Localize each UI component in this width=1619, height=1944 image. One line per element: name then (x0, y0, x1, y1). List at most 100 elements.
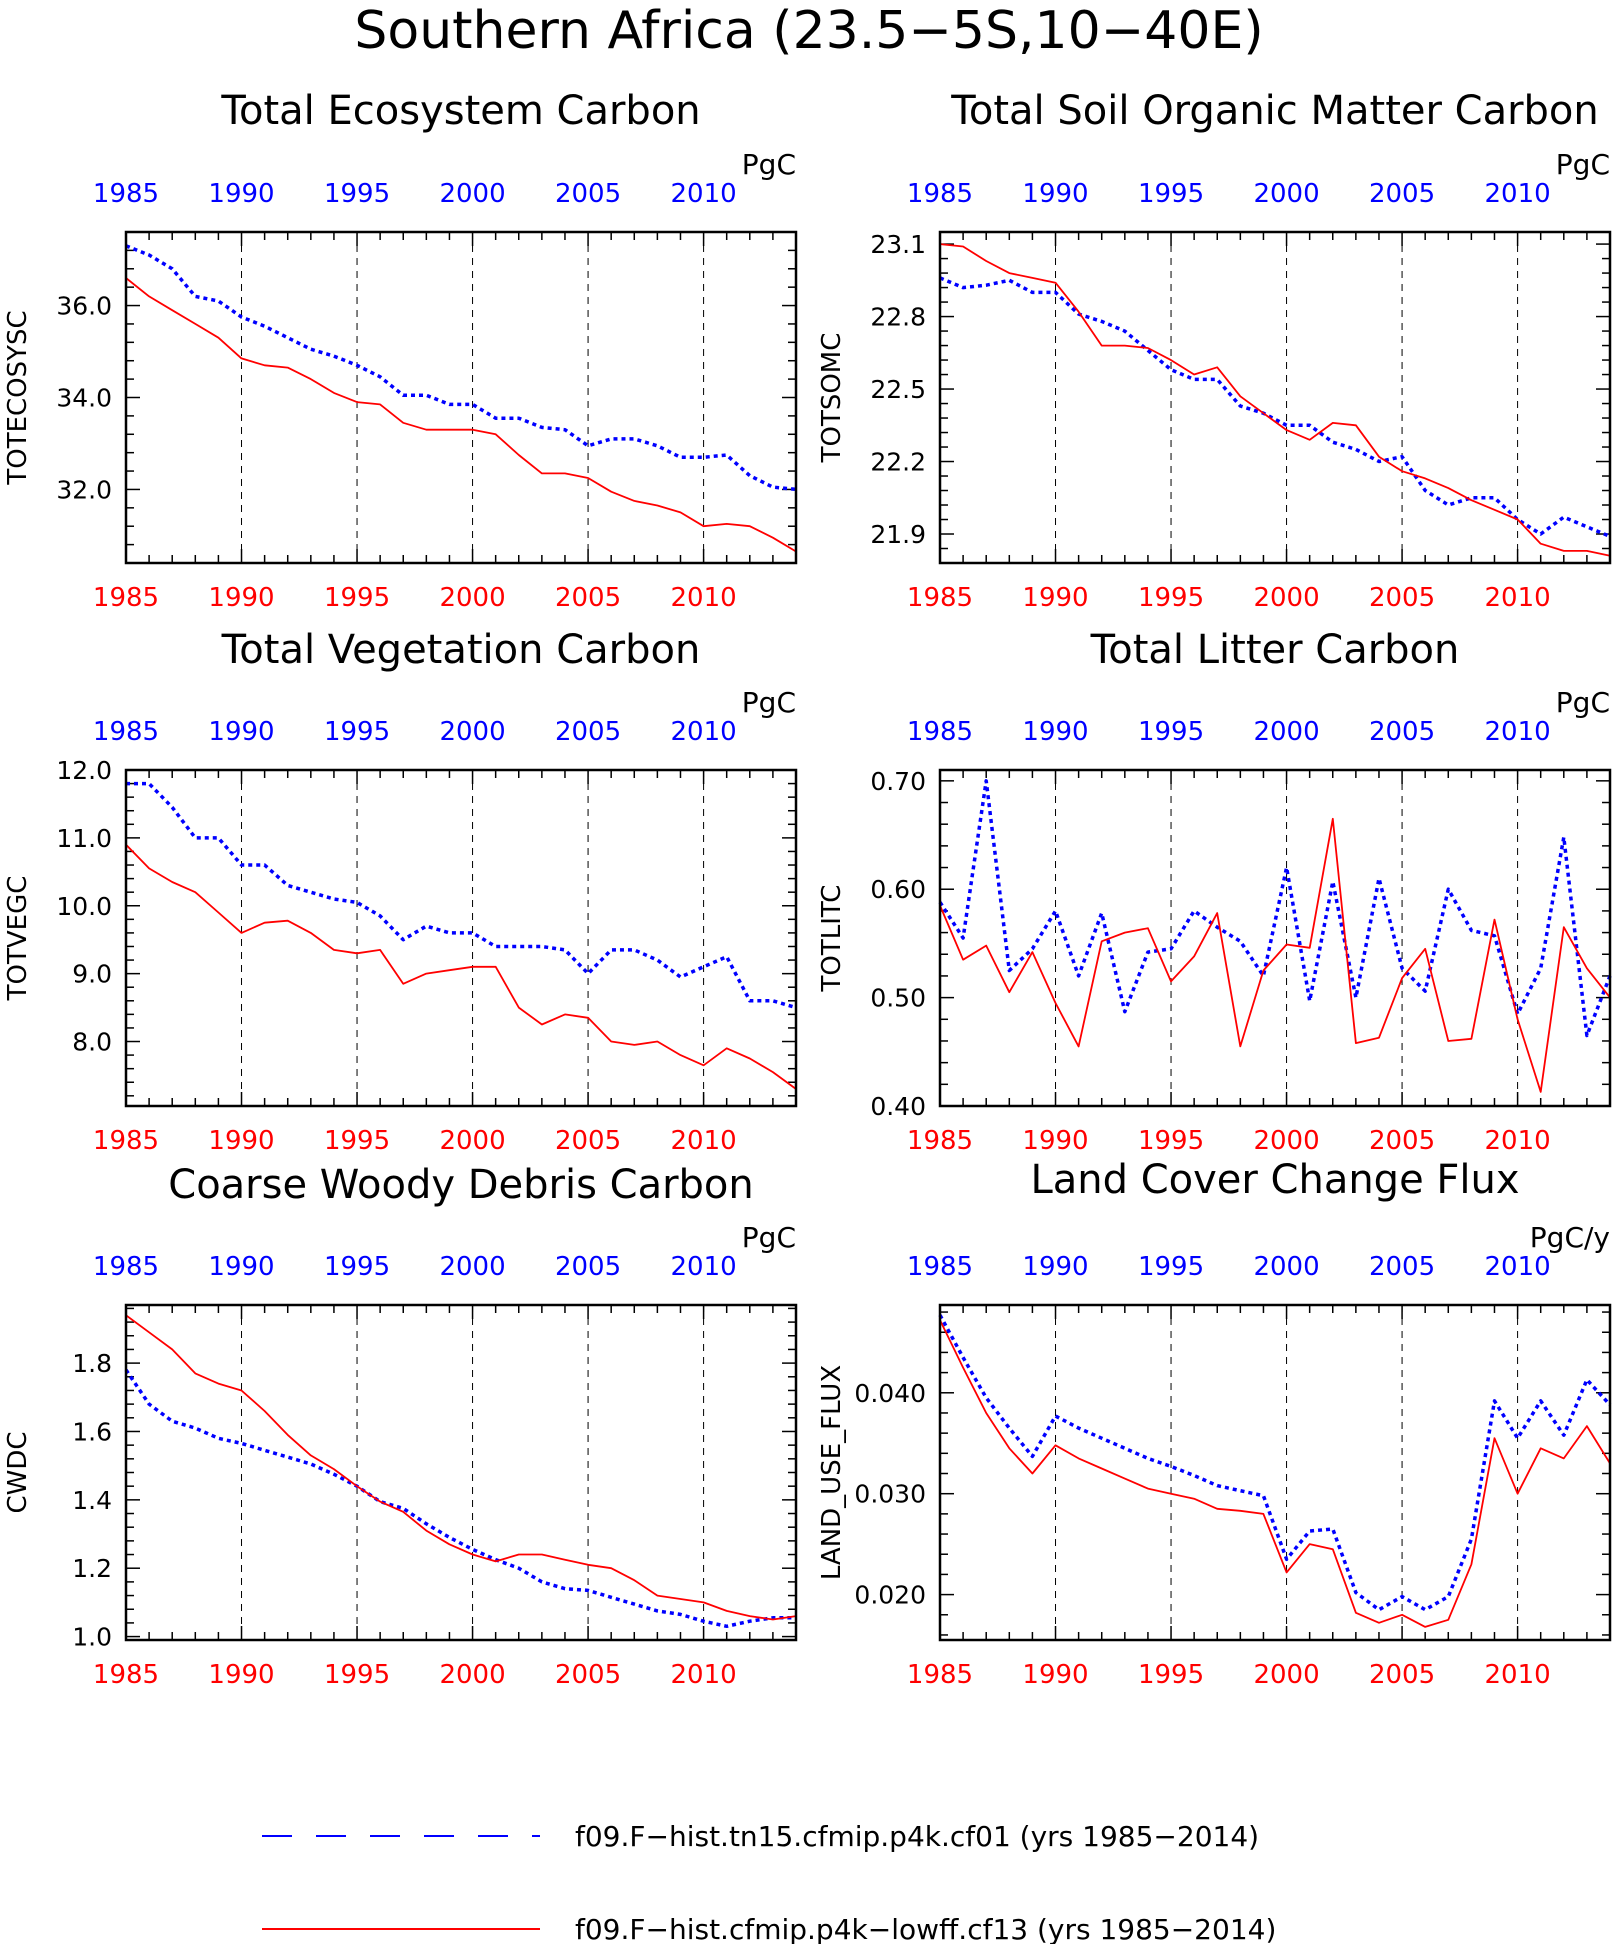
chart-title: Total Ecosystem Carbon (220, 88, 700, 134)
x-tick-label-top: 1995 (324, 179, 390, 209)
x-tick-label-bottom: 1990 (208, 1126, 274, 1156)
series-line-red (939, 817, 1611, 1093)
y-tick-label: 1.2 (72, 1554, 112, 1583)
x-tick-label-top: 2000 (439, 1252, 505, 1282)
figure-title: Southern Africa (23.5−5S,10−40E) (354, 1, 1263, 61)
series-line-red (125, 277, 797, 553)
x-tick-label-bottom: 2000 (439, 1126, 505, 1156)
x-tick-label-bottom: 2000 (439, 583, 505, 613)
plot-frame (124, 768, 798, 1108)
x-tick-label-top: 1995 (324, 1252, 390, 1282)
x-tick-label-top: 1990 (208, 1252, 274, 1282)
series-line-blue (939, 276, 1611, 539)
x-tick-label-top: 2010 (671, 1252, 737, 1282)
x-tick-label-top: 2010 (671, 179, 737, 209)
plot-frame (124, 1303, 798, 1642)
x-tick-label-top: 1990 (208, 179, 274, 209)
x-tick-label-bottom: 2010 (1485, 1660, 1551, 1690)
chart-title: Total Vegetation Carbon (221, 627, 701, 673)
x-tick-label-top: 2010 (1485, 179, 1551, 209)
plot-frame (938, 768, 1612, 1108)
x-tick-label-bottom: 2010 (1485, 1126, 1551, 1156)
x-tick-label-bottom: 1995 (324, 583, 390, 613)
x-tick-label-top: 2000 (439, 717, 505, 747)
series-line-blue (938, 1314, 1612, 1612)
y-tick-label: 1.4 (72, 1486, 112, 1515)
series-line-red (125, 844, 797, 1090)
x-tick-label-bottom: 1995 (1138, 1660, 1204, 1690)
units-label: PgC (742, 686, 796, 719)
x-tick-label-top: 1995 (1138, 717, 1204, 747)
series-line-blue (125, 244, 797, 492)
x-tick-label-top: 1990 (1022, 1252, 1088, 1282)
y-tick-label: 21.9 (870, 520, 926, 549)
x-tick-label-bottom: 1990 (208, 583, 274, 613)
x-tick-label-bottom: 2005 (555, 583, 621, 613)
x-tick-label-bottom: 2005 (555, 1660, 621, 1690)
y-axis-label: TOTVEGC (3, 876, 33, 1002)
x-tick-label-bottom: 1995 (1138, 1126, 1204, 1156)
x-tick-label-bottom: 2005 (1369, 583, 1435, 613)
x-tick-label-bottom: 1990 (1022, 583, 1088, 613)
y-tick-label: 9.0 (72, 960, 112, 989)
x-tick-label-top: 1990 (1022, 179, 1088, 209)
y-tick-label: 0.70 (870, 767, 926, 796)
x-tick-label-bottom: 1995 (1138, 583, 1204, 613)
y-tick-label: 0.030 (854, 1480, 926, 1509)
x-tick-label-top: 1985 (907, 1252, 973, 1282)
x-tick-label-bottom: 1995 (324, 1126, 390, 1156)
y-tick-label: 0.50 (870, 984, 926, 1013)
y-tick-label: 11.0 (56, 824, 112, 853)
x-tick-label-top: 2010 (1485, 1252, 1551, 1282)
series-line-red (939, 243, 1611, 557)
series-line-red (939, 1319, 1611, 1628)
y-tick-label: 10.0 (56, 892, 112, 921)
series-line-blue (126, 781, 797, 1010)
y-tick-label: 22.2 (870, 448, 926, 477)
legend: f09.F−hist.tn15.cfmip.p4k.cf01 (yrs 1985… (262, 1820, 1276, 1944)
x-tick-label-top: 2005 (1369, 717, 1435, 747)
y-tick-label: 12.0 (56, 756, 112, 785)
series-line-blue (124, 1368, 796, 1629)
y-axis-label: TOTSOMC (817, 333, 847, 464)
y-tick-label: 8.0 (72, 1028, 112, 1057)
x-tick-label-top: 2000 (1253, 717, 1319, 747)
y-tick-label: 0.040 (854, 1379, 926, 1408)
chart-title: Total Soil Organic Matter Carbon (950, 88, 1599, 134)
chart-title: Land Cover Change Flux (1030, 1157, 1519, 1203)
x-tick-label-top: 2005 (555, 1252, 621, 1282)
legend-label-red: f09.F−hist.cfmip.p4k−lowff.cf13 (yrs 198… (575, 1913, 1276, 1944)
y-axis-label: CWDC (3, 1431, 33, 1513)
x-tick-label-bottom: 2010 (1485, 583, 1551, 613)
x-tick-label-bottom: 2005 (1369, 1660, 1435, 1690)
x-tick-label-top: 1985 (93, 1252, 159, 1282)
y-tick-label: 0.020 (854, 1581, 926, 1610)
x-tick-label-bottom: 1985 (907, 1660, 973, 1690)
chart-panel-6: Land Cover Change Flux PgC/y 1985 1985 1990 1… (817, 1157, 1612, 1690)
y-tick-label: 22.5 (870, 375, 926, 404)
x-tick-label-top: 1995 (324, 717, 390, 747)
series-line-blue (938, 779, 1612, 1038)
x-tick-label-top: 2000 (1253, 179, 1319, 209)
y-axis-label: TOTECOSYSC (3, 310, 33, 485)
chart-panel-1: Total Ecosystem Carbon PgC 1985 1985 1990 199… (3, 88, 798, 613)
units-label: PgC (1556, 686, 1610, 719)
chart-panel-4: Total Litter Carbon PgC 1985 1985 1990 1990 19… (817, 627, 1612, 1156)
y-axis-label: LAND_USE_FLUX (817, 1365, 847, 1580)
x-tick-label-bottom: 1990 (208, 1660, 274, 1690)
y-tick-label: 34.0 (56, 384, 112, 413)
chart-panel-2: Total Soil Organic Matter Carbon PgC 1985 1… (817, 88, 1612, 613)
x-tick-label-bottom: 2000 (439, 1660, 505, 1690)
plot-frame (124, 230, 798, 565)
chart-panel-3: Total Vegetation Carbon PgC 1985 1985 1990 19… (3, 627, 798, 1156)
units-label: PgC (1556, 148, 1610, 181)
chart-title: Total Litter Carbon (1090, 627, 1460, 673)
x-tick-label-top: 2005 (555, 179, 621, 209)
x-tick-label-top: 2005 (1369, 179, 1435, 209)
x-tick-label-top: 2010 (671, 717, 737, 747)
x-tick-label-top: 2000 (1253, 1252, 1319, 1282)
x-tick-label-bottom: 2010 (671, 1126, 737, 1156)
plot-frame (938, 1303, 1612, 1642)
